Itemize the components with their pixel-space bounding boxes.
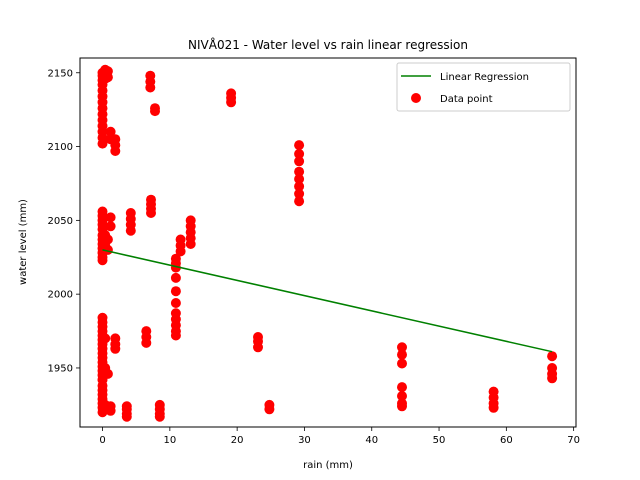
- data-points: [97, 64, 558, 422]
- data-point: [170, 330, 181, 341]
- data-point: [294, 148, 305, 159]
- data-point: [146, 208, 156, 218]
- y-tick-label: 1950: [48, 363, 73, 374]
- data-point: [253, 342, 263, 353]
- x-tick-label: 50: [433, 435, 446, 446]
- y-tick-label: 2100: [48, 142, 73, 153]
- x-axis-label: rain (mm): [303, 460, 353, 471]
- data-point: [97, 255, 108, 266]
- data-point: [170, 286, 181, 297]
- data-point: [397, 382, 407, 393]
- data-point: [226, 97, 237, 108]
- data-point: [102, 72, 113, 83]
- y-tick-label: 2050: [48, 216, 73, 227]
- data-point: [145, 82, 156, 93]
- data-point: [100, 333, 111, 344]
- data-point: [141, 337, 152, 348]
- y-axis-label: water level (mm): [18, 199, 29, 285]
- legend-label-points: Data point: [440, 94, 493, 105]
- legend-label-regression: Linear Regression: [440, 72, 529, 83]
- legend-point-swatch: [411, 93, 421, 103]
- x-tick-label: 30: [298, 435, 311, 446]
- data-point: [110, 343, 121, 354]
- data-point: [294, 166, 305, 177]
- data-point: [110, 146, 121, 156]
- regression-line-layer: [102, 249, 553, 353]
- y-axis-ticks: 1950 2000 2050 2100 2150: [48, 68, 80, 374]
- legend: Linear Regression Data point: [396, 62, 571, 112]
- legend-box: [396, 62, 571, 112]
- data-point: [547, 373, 558, 384]
- data-point: [397, 391, 407, 401]
- x-tick-label: 60: [500, 435, 513, 446]
- x-axis-ticks: 0 10 20 30 40 50 60 70: [99, 427, 580, 446]
- data-point: [170, 298, 181, 308]
- data-point: [154, 411, 165, 422]
- data-point: [175, 246, 186, 257]
- data-point: [97, 138, 108, 149]
- data-point: [125, 225, 136, 236]
- data-point: [294, 156, 305, 167]
- data-point: [547, 351, 558, 362]
- data-point: [102, 234, 113, 245]
- y-tick-label: 2000: [48, 290, 73, 301]
- x-tick-label: 20: [231, 435, 244, 446]
- x-tick-label: 10: [163, 435, 176, 446]
- plot-frame: [79, 57, 577, 428]
- data-point: [185, 239, 196, 249]
- data-point: [397, 349, 407, 360]
- y-tick-label: 2150: [48, 68, 73, 79]
- data-point: [170, 272, 181, 283]
- x-tick-label: 0: [99, 435, 105, 446]
- data-point: [488, 402, 499, 413]
- data-point: [397, 401, 407, 412]
- data-point: [397, 342, 407, 353]
- data-point: [294, 188, 305, 199]
- data-point: [294, 181, 305, 192]
- data-point: [105, 221, 116, 232]
- data-point: [102, 368, 113, 379]
- data-point: [121, 411, 132, 422]
- data-point: [105, 212, 116, 223]
- regression-line: [102, 249, 553, 353]
- x-tick-label: 40: [365, 435, 378, 446]
- chart-title: NIVÅ021 - Water level vs rain linear reg…: [188, 37, 468, 52]
- data-point: [170, 262, 181, 273]
- data-point: [105, 126, 116, 137]
- data-point: [264, 404, 275, 415]
- data-point: [105, 405, 116, 416]
- x-tick-label: 70: [567, 435, 580, 446]
- data-point: [294, 196, 305, 207]
- data-point: [397, 358, 407, 369]
- data-point: [294, 174, 305, 184]
- data-point: [150, 106, 160, 117]
- data-point: [294, 140, 305, 151]
